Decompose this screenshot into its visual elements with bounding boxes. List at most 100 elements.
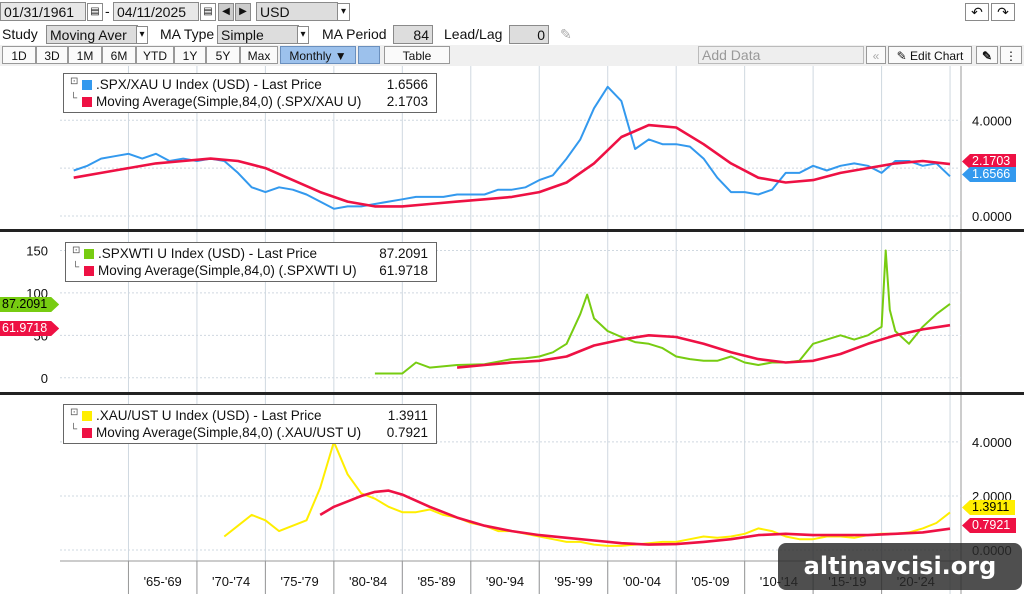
calendar-icon[interactable]: ▤ <box>87 3 103 21</box>
y-tick-label: 150 <box>26 243 48 258</box>
chart-type-icon[interactable] <box>358 46 380 64</box>
x-tick-label: '70-'74 <box>212 574 250 589</box>
chart-3-legend: ⊡ └ .XAU/UST U Index (USD) - Last Price 1.… <box>63 404 437 444</box>
legend-swatch <box>84 249 94 259</box>
legend-value: 87.2091 <box>379 246 428 261</box>
chevron-down-icon[interactable]: ▾ <box>297 26 309 44</box>
y-tick-label: 0 <box>41 371 48 386</box>
study-select[interactable]: Moving Aver <box>46 25 138 44</box>
pencil-icon: ✎ <box>896 49 911 63</box>
moving-average-line <box>319 489 951 546</box>
ma-period-input[interactable]: 84 <box>393 25 433 44</box>
legend-entry: Moving Average(Simple,84,0) (.SPX/XAU U)… <box>70 93 430 110</box>
ma-type-label: MA Type <box>160 26 215 42</box>
moving-average-line <box>73 123 951 208</box>
pencil-icon[interactable]: ✎ <box>560 26 572 42</box>
legend-value: 2.1703 <box>386 94 428 109</box>
ma-period-label: MA Period <box>322 26 387 42</box>
ma-type-select[interactable]: Simple <box>217 25 299 44</box>
legend-entry: Moving Average(Simple,84,0) (.XAU/UST U)… <box>70 424 430 441</box>
period-tab[interactable]: YTD <box>136 46 174 64</box>
period-tab[interactable]: 3D <box>36 46 68 64</box>
legend-series-name: Moving Average(Simple,84,0) (.XAU/UST U) <box>96 425 362 440</box>
start-date-field[interactable]: 01/31/1961 <box>0 2 86 21</box>
period-tab[interactable]: 6M <box>102 46 136 64</box>
chart-panel-2: 150100500 ⊡└ .SPXWTI U Index (USD) - Las… <box>0 232 1024 392</box>
chevron-down-icon[interactable]: ▾ <box>136 26 148 44</box>
x-tick-label: '75-'79 <box>281 574 319 589</box>
period-tab[interactable]: 1Y <box>174 46 206 64</box>
last-price-tag: 1.3911 <box>962 500 1016 515</box>
frequency-select[interactable]: Monthly ▼ <box>280 46 356 64</box>
ma-value-tag: 0.7921 <box>962 518 1017 533</box>
edit-chart-button[interactable]: ✎ Edit Chart <box>888 46 972 64</box>
legend-series-name: .XAU/UST U Index (USD) - Last Price <box>96 408 322 423</box>
chevron-left-icon[interactable]: ◀ <box>218 3 234 21</box>
moving-average-line <box>456 323 951 369</box>
legend-swatch <box>82 428 92 438</box>
watermark: altinavcisi.org <box>778 543 1022 590</box>
legend-entry: .SPX/XAU U Index (USD) - Last Price 1.656… <box>70 76 430 93</box>
legend-entry: .SPXWTI U Index (USD) - Last Price 87.209… <box>72 245 430 262</box>
lead-lag-input[interactable]: 0 <box>509 25 549 44</box>
chart-1-legend: ⊡ └ .SPX/XAU U Index (USD) - Last Price 1.… <box>63 73 437 113</box>
add-data-input[interactable]: Add Data <box>698 46 864 64</box>
legend-series-name: Moving Average(Simple,84,0) (.SPXWTI U) <box>98 263 357 278</box>
chart-2-legend: ⊡ └ .SPXWTI U Index (USD) - Last Price 87.… <box>65 242 437 282</box>
panel-divider <box>0 229 1024 232</box>
study-toolbar: Study Moving Aver ▾ MA Type Simple ▾ MA … <box>0 24 1024 45</box>
last-price-line <box>374 249 951 375</box>
x-tick-label: '80-'84 <box>349 574 387 589</box>
edit-chart-label: Edit Chart <box>910 49 964 63</box>
date-toolbar: 01/31/1961 ▤ - 04/11/2025 ▤ ◀ ▶ USD ▾ ↶ … <box>0 0 1024 24</box>
study-label: Study <box>2 26 38 42</box>
last-price-tag: 87.2091 <box>0 297 59 312</box>
x-tick-label: '65-'69 <box>144 574 182 589</box>
legend-value: 61.9718 <box>379 263 428 278</box>
table-button[interactable]: Table <box>384 46 450 64</box>
end-date-field[interactable]: 04/11/2025 <box>113 2 199 21</box>
legend-series-name: .SPXWTI U Index (USD) - Last Price <box>98 246 318 261</box>
lead-lag-label: Lead/Lag <box>444 26 503 42</box>
chart-settings-icon[interactable]: ✎ <box>976 46 998 64</box>
legend-value: 1.3911 <box>387 408 428 423</box>
y-tick-label: 0.0000 <box>972 209 1012 224</box>
ma-value-tag: 61.9718 <box>0 321 59 336</box>
legend-value: 0.7921 <box>386 425 428 440</box>
period-tab[interactable]: 1M <box>68 46 102 64</box>
legend-series-name: Moving Average(Simple,84,0) (.SPX/XAU U) <box>96 94 362 109</box>
legend-swatch <box>84 266 94 276</box>
legend-entry: .XAU/UST U Index (USD) - Last Price 1.391… <box>70 407 430 424</box>
x-tick-label: '95-'99 <box>554 574 592 589</box>
more-options-icon[interactable]: ⋮ <box>1000 46 1022 64</box>
y-tick-label: 4.0000 <box>972 113 1012 128</box>
legend-swatch <box>82 411 92 421</box>
chevron-right-icon[interactable]: ▶ <box>235 3 251 21</box>
ma-value-tag: 2.1703 <box>962 154 1017 169</box>
period-tab[interactable]: 1D <box>2 46 36 64</box>
y-tick-label: 4.0000 <box>972 435 1012 450</box>
legend-series-name: .SPX/XAU U Index (USD) - Last Price <box>96 77 322 92</box>
period-tab[interactable]: Max <box>240 46 278 64</box>
calendar-icon[interactable]: ▤ <box>200 3 216 21</box>
undo-icon[interactable]: ↶ <box>965 3 989 21</box>
redo-icon[interactable]: ↷ <box>991 3 1015 21</box>
date-separator: - <box>105 3 110 19</box>
x-tick-label: '85-'89 <box>417 574 455 589</box>
collapse-icon[interactable]: « <box>866 46 886 64</box>
period-toolbar: 1D 3D 1M 6M YTD 1Y 5Y Max Monthly ▼ Tabl… <box>0 45 1024 67</box>
last-price-tag: 1.6566 <box>962 167 1017 182</box>
legend-value: 1.6566 <box>386 77 428 92</box>
panel-divider <box>0 392 1024 395</box>
currency-select[interactable]: USD <box>256 2 338 21</box>
x-tick-label: '90-'94 <box>486 574 524 589</box>
x-tick-label: '00-'04 <box>623 574 661 589</box>
chevron-down-icon[interactable]: ▾ <box>337 3 350 21</box>
legend-entry: Moving Average(Simple,84,0) (.SPXWTI U) 6… <box>72 262 430 279</box>
x-tick-label: '05-'09 <box>691 574 729 589</box>
last-price-line <box>223 440 951 547</box>
chart-3-svg: 4.00002.00000.0000'65-'69'70-'74'75-'79'… <box>60 395 1012 594</box>
period-tab[interactable]: 5Y <box>206 46 240 64</box>
